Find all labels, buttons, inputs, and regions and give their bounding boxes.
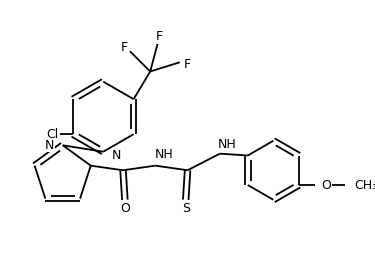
Text: F: F [183, 58, 190, 71]
Text: O: O [321, 179, 331, 192]
Text: NH: NH [155, 148, 174, 161]
Text: O: O [120, 203, 130, 215]
Text: NH: NH [218, 138, 237, 151]
Text: F: F [156, 30, 163, 43]
Text: CH₃: CH₃ [354, 179, 375, 192]
Text: Cl: Cl [46, 128, 59, 141]
Text: N: N [111, 149, 121, 162]
Text: F: F [121, 41, 128, 54]
Text: N: N [45, 139, 54, 152]
Text: S: S [182, 203, 190, 215]
